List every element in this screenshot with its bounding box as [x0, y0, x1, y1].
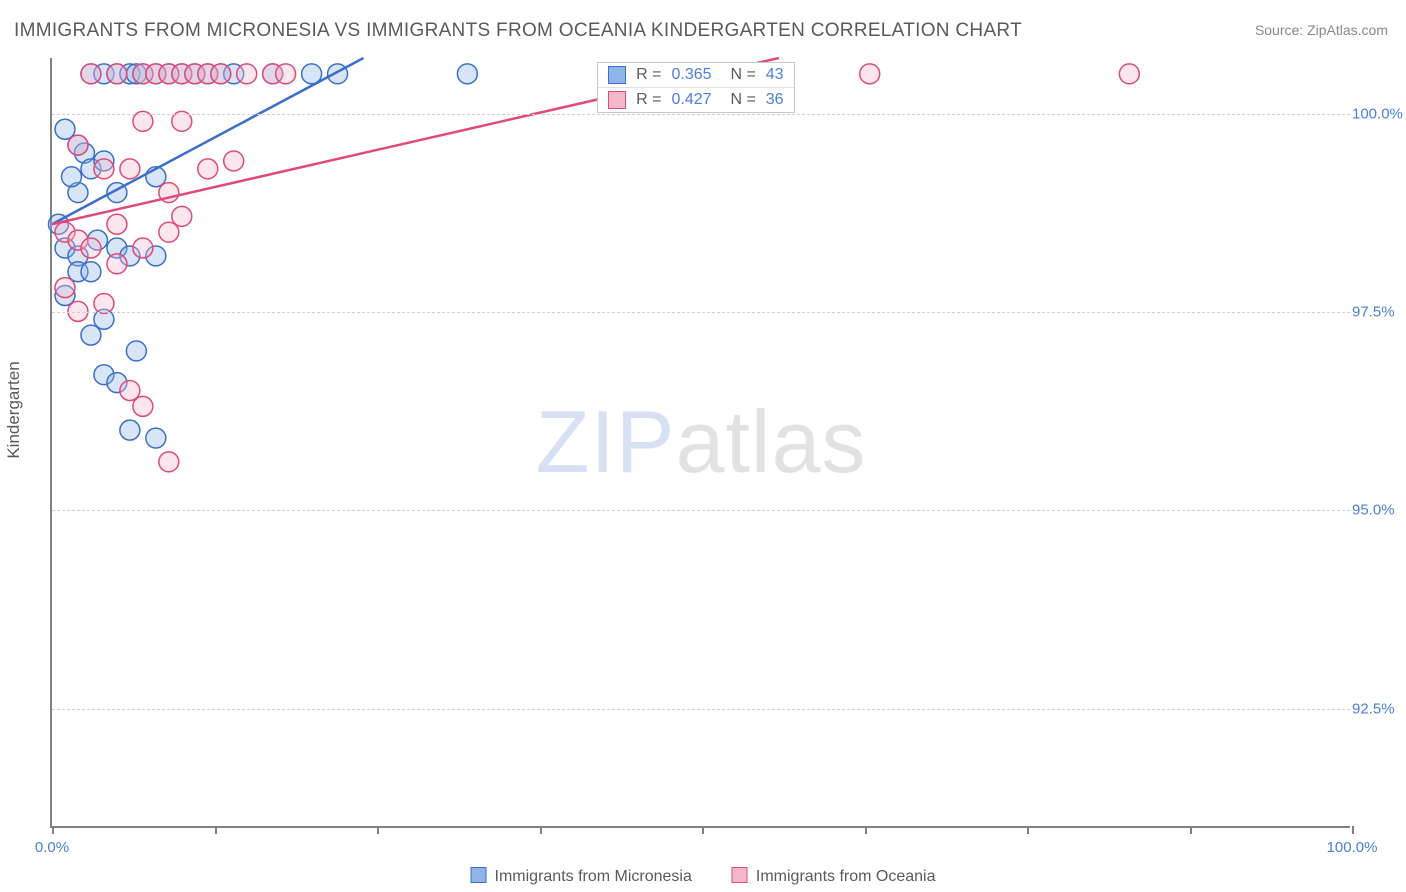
scatter-point — [457, 64, 477, 84]
scatter-point — [126, 341, 146, 361]
legend-swatch-icon — [471, 867, 487, 883]
legend-label: Immigrants from Oceania — [756, 868, 936, 885]
gridline — [52, 709, 1350, 710]
scatter-point — [68, 135, 88, 155]
scatter-point — [81, 325, 101, 345]
scatter-point — [120, 420, 140, 440]
gridline — [52, 510, 1350, 511]
x-tick-label: 0.0% — [35, 839, 69, 856]
y-tick-label: 92.5% — [1352, 700, 1400, 717]
legend-swatch-icon — [608, 66, 626, 84]
x-tick — [377, 826, 379, 834]
scatter-point — [198, 159, 218, 179]
plot-area: ZIPatlas R = 0.365 N = 43R = 0.427 N = 3… — [50, 58, 1350, 828]
x-tick — [1027, 826, 1029, 834]
corr-r-label: R = — [636, 91, 661, 109]
y-axis-label: Kindergarten — [4, 361, 24, 458]
correlation-row: R = 0.365 N = 43 — [598, 63, 793, 88]
scatter-point — [61, 167, 81, 187]
corr-n-value: 36 — [766, 91, 784, 109]
scatter-point — [133, 238, 153, 258]
y-tick-label: 97.5% — [1352, 304, 1400, 321]
scatter-point — [860, 64, 880, 84]
y-tick-label: 95.0% — [1352, 502, 1400, 519]
scatter-point — [1119, 64, 1139, 84]
scatter-point — [94, 293, 114, 313]
scatter-point — [107, 214, 127, 234]
legend-label: Immigrants from Micronesia — [495, 868, 692, 885]
scatter-point — [224, 151, 244, 171]
gridline — [52, 114, 1350, 115]
x-tick-label: 100.0% — [1327, 839, 1378, 856]
correlation-row: R = 0.427 N = 36 — [598, 88, 793, 112]
scatter-point — [211, 64, 231, 84]
scatter-point — [237, 64, 257, 84]
scatter-point — [81, 64, 101, 84]
scatter-point — [55, 278, 75, 298]
legend-bottom: Immigrants from Micronesia Immigrants fro… — [471, 867, 936, 886]
gridline — [52, 312, 1350, 313]
x-tick — [215, 826, 217, 834]
corr-n-label: N = — [722, 66, 756, 84]
corr-n-value: 43 — [766, 66, 784, 84]
plot-svg — [52, 58, 1350, 826]
corr-n-label: N = — [722, 91, 756, 109]
scatter-point — [107, 64, 127, 84]
scatter-point — [172, 206, 192, 226]
chart-title: IMMIGRANTS FROM MICRONESIA VS IMMIGRANTS… — [14, 20, 1022, 42]
x-tick — [540, 826, 542, 834]
corr-r-value: 0.365 — [672, 66, 712, 84]
corr-r-value: 0.427 — [672, 91, 712, 109]
x-tick — [702, 826, 704, 834]
x-tick — [865, 826, 867, 834]
scatter-point — [107, 254, 127, 274]
y-tick-label: 100.0% — [1352, 105, 1400, 122]
scatter-point — [81, 262, 101, 282]
scatter-point — [146, 428, 166, 448]
x-tick — [52, 826, 54, 834]
corr-r-label: R = — [636, 66, 661, 84]
legend-item: Immigrants from Oceania — [732, 867, 936, 886]
scatter-point — [159, 452, 179, 472]
legend-swatch-icon — [608, 91, 626, 109]
x-tick — [1352, 826, 1354, 834]
scatter-point — [81, 238, 101, 258]
scatter-point — [276, 64, 296, 84]
scatter-point — [133, 396, 153, 416]
scatter-point — [120, 159, 140, 179]
correlation-box: R = 0.365 N = 43R = 0.427 N = 36 — [597, 62, 794, 113]
source-label: Source: ZipAtlas.com — [1255, 22, 1388, 38]
legend-item: Immigrants from Micronesia — [471, 867, 692, 886]
scatter-point — [94, 159, 114, 179]
x-tick — [1190, 826, 1192, 834]
legend-swatch-icon — [732, 867, 748, 883]
